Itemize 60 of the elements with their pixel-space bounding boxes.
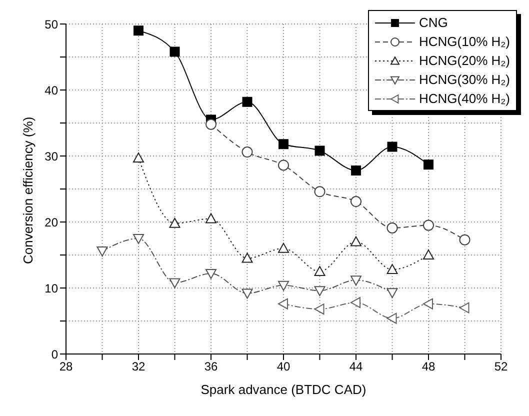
legend-label: CNG — [419, 15, 448, 30]
point — [242, 288, 253, 299]
point — [386, 288, 398, 298]
point — [314, 146, 325, 156]
x-tick-label: 32 — [132, 360, 146, 374]
point — [278, 139, 288, 150]
x-tick-label: 36 — [204, 360, 218, 374]
point — [386, 264, 398, 274]
point — [424, 160, 434, 170]
point — [206, 213, 216, 224]
point — [350, 297, 360, 308]
y-tick-label: 20 — [44, 215, 58, 230]
x-tick-label: 40 — [276, 360, 290, 374]
point — [459, 302, 470, 314]
y-axis-title: Conversion efficiency (%) — [20, 116, 36, 264]
x-tick-label: 28 — [59, 360, 73, 374]
point — [350, 276, 362, 286]
point — [350, 236, 362, 246]
x-tick-label: 44 — [349, 360, 363, 374]
point — [278, 242, 289, 253]
legend-label: HCNG(30% H₂) — [419, 72, 510, 87]
x-tick-label: 52 — [494, 360, 508, 374]
legend-label: HCNG(20% H₂) — [419, 53, 510, 68]
point — [133, 234, 144, 244]
point — [314, 186, 326, 198]
point — [206, 118, 216, 130]
point — [386, 312, 397, 324]
point — [96, 246, 108, 257]
x-tick-label: 48 — [422, 360, 436, 374]
point — [387, 142, 398, 152]
point — [459, 234, 470, 246]
y-tick-label: 0 — [51, 347, 58, 362]
legend-label: HCNG(10% H₂) — [419, 34, 510, 49]
point — [351, 166, 361, 176]
point — [423, 298, 433, 310]
point — [169, 218, 180, 228]
point — [278, 280, 289, 291]
point — [278, 298, 288, 310]
point — [423, 250, 434, 260]
point — [133, 152, 144, 162]
point — [278, 160, 289, 171]
point — [423, 220, 434, 231]
y-tick-label: 40 — [44, 83, 58, 98]
point — [242, 146, 253, 158]
point — [314, 286, 326, 296]
y-tick-label: 50 — [44, 17, 58, 32]
point — [170, 46, 180, 57]
legend-label: HCNG(40% H₂) — [419, 91, 510, 106]
point — [169, 278, 180, 288]
point — [206, 268, 216, 279]
point — [242, 252, 253, 263]
y-tick-label: 10 — [44, 281, 58, 296]
x-axis-title: Spark advance (BTDC CAD) — [200, 382, 366, 397]
point — [314, 304, 324, 315]
point — [242, 96, 252, 107]
point — [134, 26, 144, 36]
point — [350, 196, 362, 208]
point — [314, 266, 326, 276]
point — [386, 222, 398, 234]
y-tick-label: 30 — [44, 149, 58, 164]
